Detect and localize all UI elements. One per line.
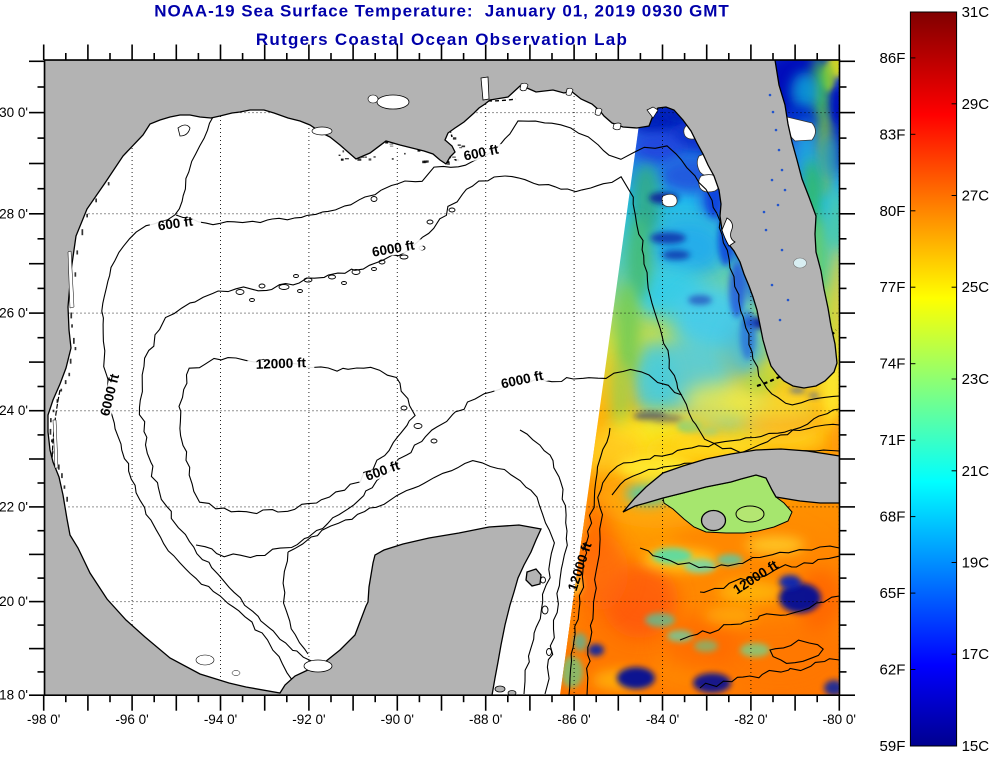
svg-text:19C: 19C xyxy=(962,555,990,572)
svg-text:-80 0': -80 0' xyxy=(823,712,856,727)
svg-text:77F: 77F xyxy=(880,279,906,296)
svg-text:-90 0': -90 0' xyxy=(381,712,414,727)
svg-text:-82 0': -82 0' xyxy=(734,712,767,727)
svg-text:-94 0': -94 0' xyxy=(204,712,237,727)
svg-text:68F: 68F xyxy=(880,509,906,526)
svg-text:31C: 31C xyxy=(962,4,990,21)
svg-text:26 0': 26 0' xyxy=(0,306,28,321)
svg-text:15C: 15C xyxy=(962,738,990,755)
svg-text:65F: 65F xyxy=(880,585,906,602)
svg-text:20 0': 20 0' xyxy=(0,594,28,609)
svg-text:30 0': 30 0' xyxy=(0,105,28,120)
svg-text:62F: 62F xyxy=(880,662,906,679)
svg-text:71F: 71F xyxy=(880,432,906,449)
svg-text:NOAA-19 Sea Surface Temperatur: NOAA-19 Sea Surface Temperature: January… xyxy=(154,2,729,21)
svg-text:600 ft: 600 ft xyxy=(462,141,500,163)
svg-text:18 0': 18 0' xyxy=(0,688,28,703)
svg-text:-98 0': -98 0' xyxy=(27,712,60,727)
svg-text:22 0': 22 0' xyxy=(0,499,28,514)
svg-text:6000 ft: 6000 ft xyxy=(371,237,416,259)
svg-text:29C: 29C xyxy=(962,96,990,113)
svg-text:24 0': 24 0' xyxy=(0,403,28,418)
svg-text:12000 ft: 12000 ft xyxy=(255,355,306,372)
svg-text:17C: 17C xyxy=(962,646,990,663)
svg-text:86F: 86F xyxy=(880,50,906,67)
svg-text:21C: 21C xyxy=(962,463,990,480)
svg-text:23C: 23C xyxy=(962,371,990,388)
svg-text:600 ft: 600 ft xyxy=(157,214,195,234)
svg-text:-96 0': -96 0' xyxy=(115,712,148,727)
svg-text:83F: 83F xyxy=(880,126,906,143)
svg-text:-86 0': -86 0' xyxy=(557,712,590,727)
svg-text:25C: 25C xyxy=(962,279,990,296)
svg-text:59F: 59F xyxy=(880,738,906,755)
svg-text:80F: 80F xyxy=(880,203,906,220)
svg-text:Rutgers Coastal Ocean Observat: Rutgers Coastal Ocean Observation Lab xyxy=(256,30,628,49)
svg-text:74F: 74F xyxy=(880,356,906,373)
svg-text:-84 0': -84 0' xyxy=(646,712,679,727)
svg-text:-92 0': -92 0' xyxy=(292,712,325,727)
svg-text:27C: 27C xyxy=(962,188,990,205)
svg-text:-88 0': -88 0' xyxy=(469,712,502,727)
svg-text:28 0': 28 0' xyxy=(0,206,28,221)
